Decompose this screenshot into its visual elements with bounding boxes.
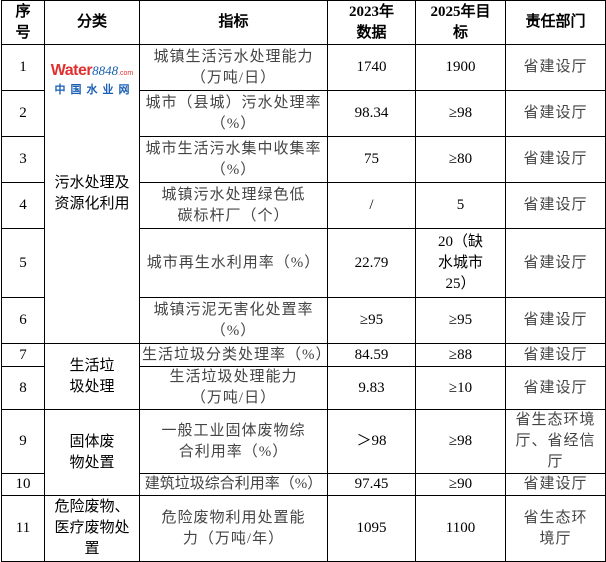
table-row: 5 城市再生水利用率（%） 22.79 20（缺水城市25） 省建设厅 [1,228,606,298]
table-row: 3 城市生活污水集中收集率（%） 75 ≥80 省建设厅 [1,136,606,183]
row-no: 1 [1,44,45,91]
row-no: 6 [1,297,45,344]
category-cell: 污水处理及资源化利用 [44,44,140,344]
table-row: 6 城镇污泥无害化处置率（%） ≥95 ≥95 省建设厅 [1,297,606,344]
indicator-cell: 一般工业固体废物综合利用率（%） [139,409,328,474]
value-2023: 22.79 [327,228,416,298]
dept-cell: 省生态环境厅、省经信厅 [505,409,606,474]
value-2023: ＞98 [327,409,416,474]
value-2023: 97.45 [327,473,416,496]
dept-cell: 省建设厅 [505,136,606,183]
indicator-cell: 建筑垃圾综合利用率（%） [139,473,328,496]
value-2023: / [327,182,416,229]
target-2025: 1100 [415,495,506,562]
value-2023: 84.59 [327,343,416,367]
indicator-cell: 城镇生活污水处理能力（万吨/日） [139,44,328,91]
header-row: 序号 分类 指标 2023年数据 2025年目标 责任部门 [1,0,606,45]
dept-cell: 省建设厅 [505,343,606,367]
dept-cell: 省建设厅 [505,90,606,137]
row-no: 4 [1,182,45,229]
header-indicator: 指标 [139,0,328,45]
value-2023: 1740 [327,44,416,91]
row-no: 5 [1,228,45,298]
row-no: 7 [1,343,45,367]
value-2023: 75 [327,136,416,183]
indicator-cell: 生活垃圾处理能力（万吨/日） [139,366,328,410]
dept-cell: 省建设厅 [505,366,606,410]
indicator-cell: 危险废物利用处置能力（万吨/年） [139,495,328,562]
target-2025: ≥95 [415,297,506,344]
row-no: 8 [1,366,45,410]
table-row: 2 城市（县城）污水处理率（%） 98.34 ≥98 省建设厅 [1,90,606,137]
value-2023: 98.34 [327,90,416,137]
dept-cell: 省建设厅 [505,182,606,229]
target-2025: ≥98 [415,409,506,474]
target-2025: ≥80 [415,136,506,183]
table-row: 9 固体废物处置 一般工业固体废物综合利用率（%） ＞98 ≥98 省生态环境厅… [1,409,606,496]
dept-cell: 省建设厅 [505,473,606,496]
target-2025: ≥98 [415,90,506,137]
indicator-cell: 城市（县城）污水处理率（%） [139,90,328,137]
table-row: 4 城镇污水处理绿色低碳标杆厂（个） / 5 省建设厅 [1,182,606,229]
target-2025: 1900 [415,44,506,91]
table-row: 1 污水处理及资源化利用 城镇生活污水处理能力（万吨/日） 1740 1900 … [1,44,606,344]
indicator-cell: 城市生活污水集中收集率（%） [139,136,328,183]
value-2023: ≥95 [327,297,416,344]
row-no: 11 [1,495,45,562]
dept-cell: 省生态环境厅 [505,495,606,562]
indicator-cell: 城市再生水利用率（%） [139,228,328,298]
indicator-cell: 城镇污泥无害化处置率（%） [139,297,328,344]
header-dept: 责任部门 [505,0,606,45]
category-cell: 生活垃圾处理 [44,343,140,410]
dept-cell: 省建设厅 [505,228,606,298]
dept-cell: 省建设厅 [505,297,606,344]
table-row: 7 生活垃圾处理 生活垃圾分类处理率（%） 84.59 ≥88 省建设厅 [1,343,606,410]
category-cell: 危险废物、医疗废物处置 [44,495,140,562]
table-row: 11 危险废物、医疗废物处置 危险废物利用处置能力（万吨/年） 1095 110… [1,495,606,562]
target-2025: ≥10 [415,366,506,410]
indicator-cell: 生活垃圾分类处理率（%） [139,343,331,367]
dept-cell: 省建设厅 [505,44,606,91]
row-no: 3 [1,136,45,183]
indicator-cell: 城镇污水处理绿色低碳标杆厂（个） [139,182,328,229]
table-row: 8 生活垃圾处理能力（万吨/日） 9.83 ≥10 省建设厅 [1,366,606,410]
row-no: 2 [1,90,45,137]
target-2025: ≥90 [415,473,506,496]
row-no: 10 [1,473,45,496]
header-no: 序号 [1,0,45,45]
target-2025: ≥88 [415,343,506,367]
header-2023: 2023年数据 [327,0,416,45]
category-cell: 固体废物处置 [44,409,140,496]
row-no: 9 [1,409,45,474]
header-category: 分类 [44,0,140,45]
value-2023: 9.83 [327,366,416,410]
target-2025: 5 [415,182,506,229]
target-2025: 20（缺水城市25） [415,228,506,298]
header-2025: 2025年目标 [415,0,506,45]
value-2023: 1095 [327,495,416,562]
